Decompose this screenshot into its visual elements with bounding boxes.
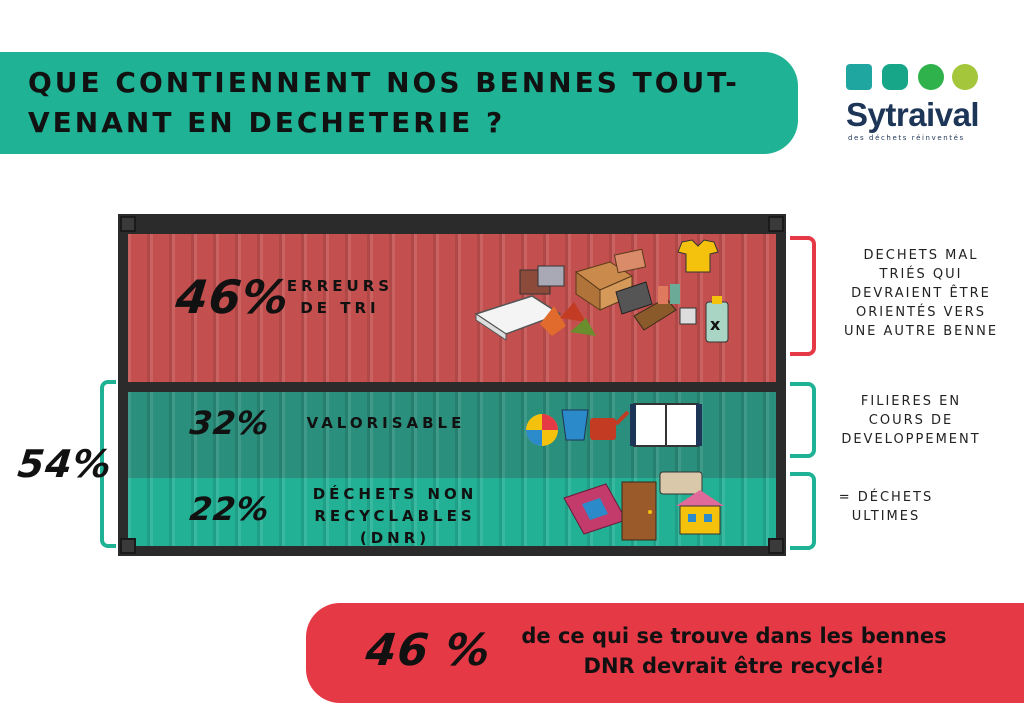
note-dnr: = DÉCHETS ULTIMES (838, 490, 934, 524)
logo-square-2 (882, 64, 908, 90)
door-icon (621, 481, 657, 541)
percent-combined: 54% (15, 442, 115, 486)
container-corner (768, 538, 784, 554)
bracket-dnr (790, 472, 816, 550)
footer-text: de ce qui se trouve dans les bennes DNR … (521, 624, 947, 678)
waste-items-illustration: x (474, 239, 729, 343)
note-valorisable: FILIERES EN COURS DE DEVELOPPEMENT (841, 394, 981, 447)
percent-valorisable: 32% (188, 404, 272, 442)
logo-square-1 (846, 64, 872, 90)
books-icon (613, 248, 647, 274)
rug-icon (563, 483, 627, 535)
title-banner: QUE CONTIENNENT NOS BENNES TOUT- VENANT … (0, 52, 798, 154)
dollhouse-icon (676, 490, 724, 535)
logo-square-4 (952, 64, 978, 90)
window-frame-icon (630, 403, 702, 447)
label-dnr: DÉCHETS NON RECYCLABLES (DNR) (312, 485, 478, 547)
bricks-icon (519, 265, 565, 295)
mattress-icon (474, 295, 562, 341)
recyclable-items-illustration (526, 403, 702, 447)
bucket-icon (561, 409, 589, 441)
bracket-combined (100, 380, 116, 548)
bracket-erreurs (790, 236, 816, 356)
container-corner (768, 216, 784, 232)
beach-ball-icon (526, 414, 558, 446)
container-corner (120, 538, 136, 554)
logo-tagline: des déchets réinventés (848, 134, 965, 142)
page-title: QUE CONTIENNENT NOS BENNES TOUT- VENANT … (28, 66, 740, 139)
cassette-icon (659, 471, 703, 495)
logo-square-3 (918, 64, 944, 90)
laptop-icon (615, 281, 653, 315)
svg-text:x: x (710, 315, 721, 334)
logo-name: Sytraival (846, 96, 980, 133)
non-recyclable-items-illustration (563, 471, 724, 541)
cans-icon (658, 284, 697, 325)
footer-banner: 46 % de ce qui se trouve dans les bennes… (306, 603, 1024, 703)
label-valorisable: VALORISABLE (306, 414, 466, 432)
tshirt-icon (677, 239, 719, 273)
bracket-valorisable (790, 382, 816, 458)
wood-plank-icon (633, 297, 677, 331)
note-erreurs: DECHETS MAL TRIÉS QUI DEVRAIENT ÊTRE ORI… (843, 248, 999, 339)
watering-can-icon (590, 410, 630, 440)
container-corner (120, 216, 136, 232)
label-erreurs: ERREURS DE TRI (286, 277, 394, 317)
logo: Sytraival des déchets réinventés (846, 64, 986, 148)
leaves-icon (540, 302, 596, 336)
percent-dnr: 22% (188, 490, 272, 528)
hazardous-bottle-icon: x (705, 296, 729, 343)
